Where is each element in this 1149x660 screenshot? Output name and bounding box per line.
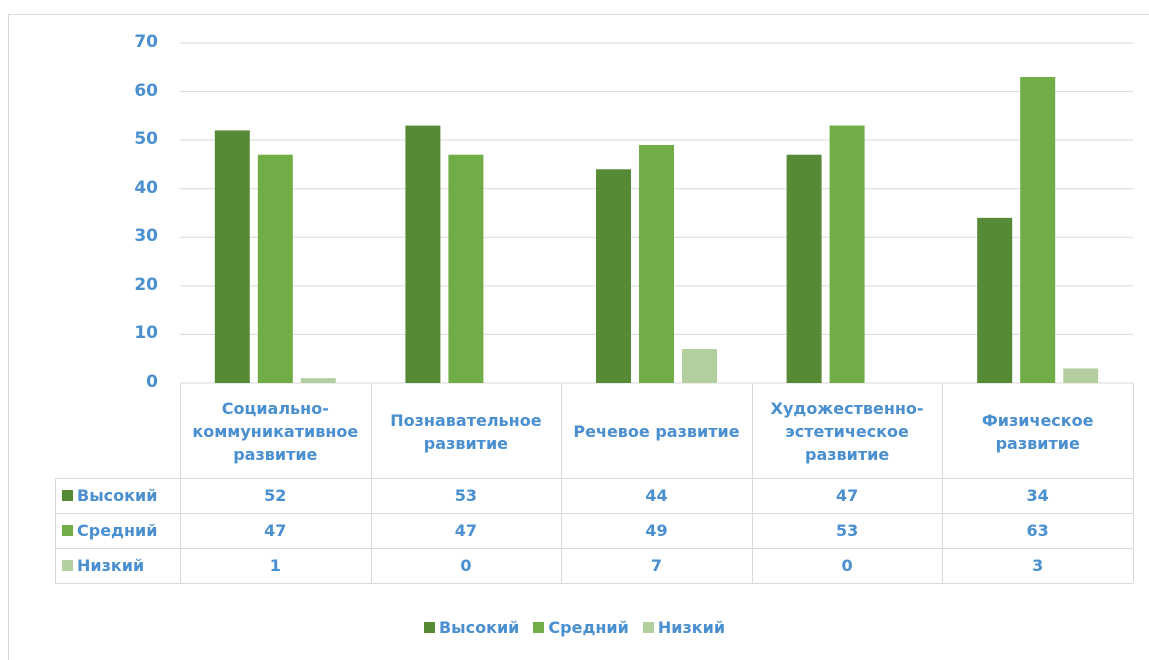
table-cell: 52 [180,478,371,513]
table-cell: 7 [561,548,752,583]
table-value: 63 [1026,521,1049,540]
table-value: 53 [835,521,859,540]
legend-key [62,525,73,536]
table-value: 0 [841,556,853,575]
category-cell: Познавательное развитие [379,387,554,476]
table-cell: 47 [371,513,562,548]
table-line [1133,383,1134,583]
table-row-label: Высокий [55,478,180,513]
bar [682,349,717,383]
legend-entry: Средний [533,618,629,637]
bar [448,154,484,383]
bar [1020,77,1056,383]
category-cell: Речевое развитие [569,387,744,476]
legend-key [533,622,545,633]
bar [829,125,865,384]
table-cell: 3 [942,548,1133,583]
y-tick-label: 40 [134,177,158,198]
table-cell: 1 [180,548,371,583]
bar [300,378,336,383]
table-value: 52 [264,486,287,505]
bar [405,125,441,384]
bar [1063,368,1099,383]
table-series-name: Средний [77,521,158,540]
table-line [55,478,1133,479]
table-cell: 53 [371,478,562,513]
legend-label: Низкий [657,618,726,637]
legend-entry: Низкий [642,618,726,637]
legend-label: Высокий [438,618,520,637]
table-cell: 47 [180,513,371,548]
y-tick-label: 0 [146,372,158,392]
table-value: 0 [460,556,472,575]
x-tick-label: Познавательное развитие [390,410,542,453]
y-tick-label: 10 [134,323,158,344]
table-row-label: Средний [55,513,180,548]
table-value: 49 [645,521,668,540]
table-line [180,383,181,583]
table-cell: 53 [752,513,943,548]
table-line [370,383,372,583]
bar [596,169,631,383]
table-series-name: Низкий [77,556,145,575]
legend-key [62,490,73,501]
y-tick-label: 60 [134,80,158,101]
bar [977,217,1013,383]
x-tick-label: Художественно-эстетическое развитие [770,399,924,464]
category-cell: Художественно-эстетическое развитие [760,387,935,476]
legend-entry: Высокий [423,618,520,637]
bar [214,130,250,383]
x-tick-label: Речевое развитие [573,422,740,441]
chart-frame [8,14,1149,660]
table-line [751,383,753,583]
table-line [55,583,1133,584]
legend-key [423,622,435,633]
table-line [561,383,563,583]
x-tick-label: Физическое развитие [981,410,1094,453]
category-cell: Физическое развитие [950,387,1125,476]
x-tick-label: Социально-коммуникативное развитие [192,399,359,464]
table-line [55,513,1133,514]
bar [257,154,293,383]
legend: Высокий Средний Низкий [0,618,1149,637]
category-cell: Социально-коммуникативное развитие [188,387,363,476]
table-line [942,383,944,583]
table-line [55,548,1133,549]
y-tick-label: 50 [134,129,158,150]
y-tick-label: 20 [134,274,158,295]
legend-key [62,560,73,571]
table-series-name: Высокий [77,486,158,505]
table-value: 44 [645,486,668,505]
table-cell: 34 [942,478,1133,513]
y-tick-label: 30 [134,226,158,247]
table-cell: 47 [752,478,943,513]
table-value: 47 [454,521,478,540]
table-value: 7 [650,556,663,575]
table-cell: 0 [752,548,943,583]
table-row-label: Низкий [55,548,180,583]
bar [786,154,822,383]
legend-label: Средний [548,618,629,637]
table-line [55,478,56,583]
table-value: 53 [454,486,478,505]
table-value: 1 [269,556,281,575]
table-cell: 0 [371,548,562,583]
table-cell: 44 [561,478,752,513]
table-value: 47 [264,521,287,540]
y-tick-label: 70 [134,32,158,52]
table-value: 47 [835,486,859,505]
table-value: 3 [1032,556,1044,575]
table-cell: 63 [942,513,1133,548]
legend-key [642,622,654,633]
table-value: 34 [1026,486,1049,505]
table-cell: 49 [561,513,752,548]
bar [639,145,674,383]
